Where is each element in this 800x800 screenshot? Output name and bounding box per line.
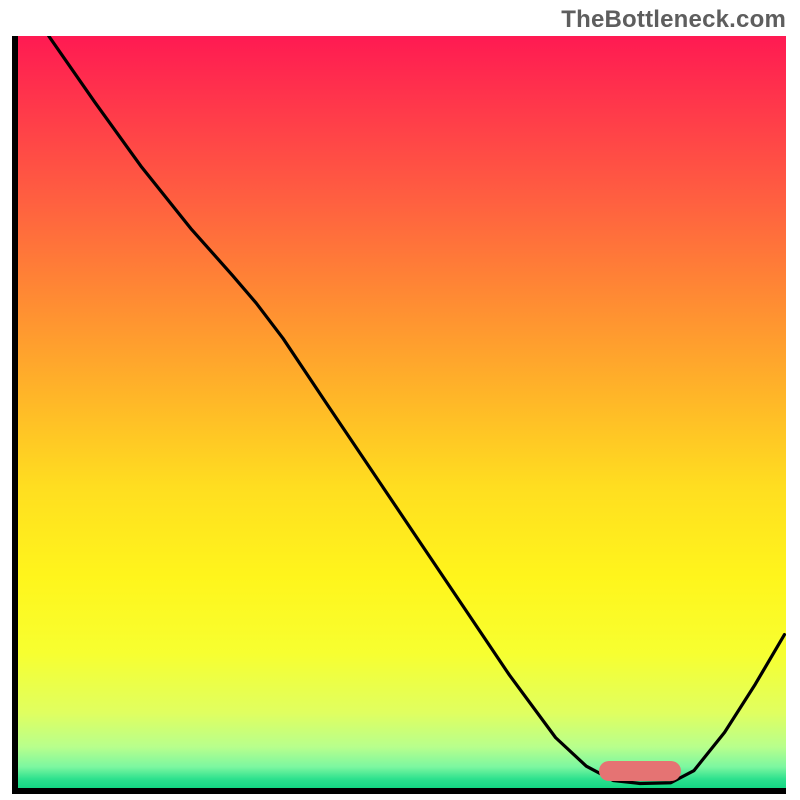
- x-axis-line: [12, 788, 786, 794]
- y-axis-line: [12, 36, 18, 794]
- watermark-text: TheBottleneck.com: [561, 6, 786, 34]
- optimal-range-marker: [599, 761, 681, 781]
- chart-plot-area: [18, 36, 786, 788]
- bottleneck-curve: [18, 36, 786, 788]
